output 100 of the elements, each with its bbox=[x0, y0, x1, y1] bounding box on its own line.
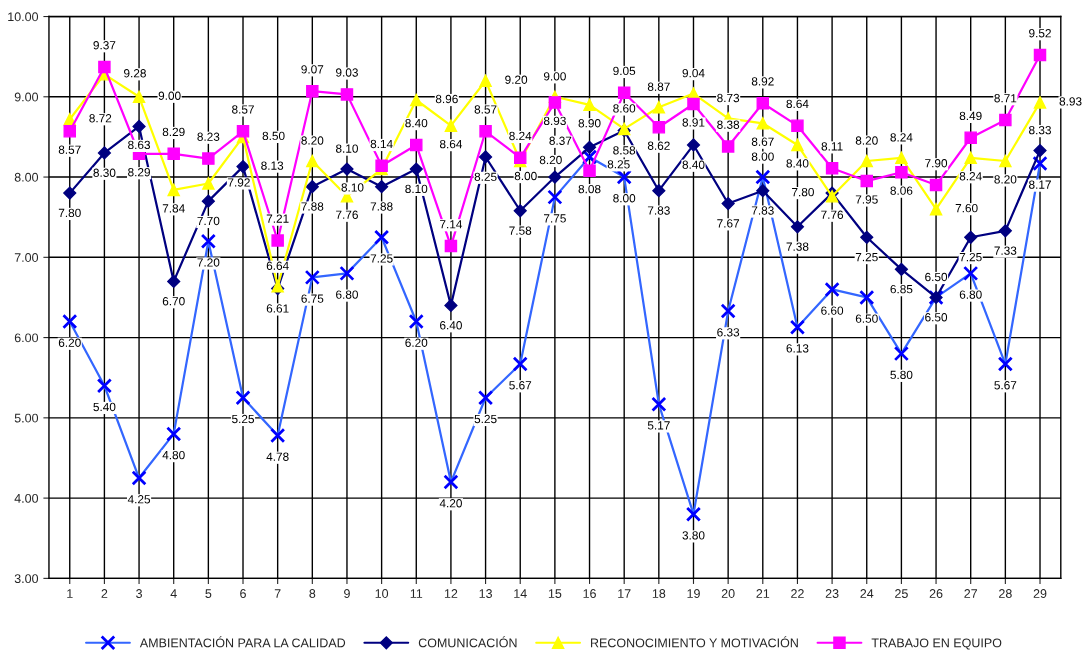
data-label: 7.33 bbox=[994, 246, 1017, 255]
data-label: 8.71 bbox=[994, 94, 1017, 103]
data-label: 8.60 bbox=[613, 104, 636, 113]
data-label: 5.25 bbox=[232, 414, 255, 424]
data-label: 8.20 bbox=[855, 136, 878, 145]
y-tick-label: 4.00 bbox=[14, 493, 39, 503]
data-label: 8.73 bbox=[717, 93, 740, 103]
data-label: 8.37 bbox=[549, 136, 572, 145]
data-label: 8.93 bbox=[543, 116, 566, 126]
data-label: 8.20 bbox=[539, 155, 562, 165]
data-label: 5.40 bbox=[93, 402, 116, 412]
x-tick-label: 21 bbox=[756, 589, 770, 598]
data-label: 8.06 bbox=[890, 186, 913, 195]
x-tick-label: 6 bbox=[240, 589, 246, 598]
x-tick-label: 2 bbox=[101, 589, 108, 598]
data-label: 5.80 bbox=[890, 370, 913, 380]
data-label: 6.85 bbox=[890, 285, 913, 294]
data-label: 8.57 bbox=[232, 105, 254, 114]
data-label: 8.14 bbox=[370, 139, 393, 149]
y-tick-label: 5.00 bbox=[14, 413, 39, 423]
data-label: 8.93 bbox=[1059, 97, 1082, 106]
data-label: 8.50 bbox=[262, 131, 285, 141]
y-tick-label: 8.00 bbox=[14, 172, 39, 182]
data-label: 7.76 bbox=[821, 210, 844, 219]
data-label: 8.17 bbox=[1029, 180, 1051, 189]
x-tick-label: 16 bbox=[583, 589, 596, 598]
data-label: 8.57 bbox=[474, 105, 497, 114]
data-label: 8.13 bbox=[261, 161, 284, 170]
x-tick-label: 9 bbox=[344, 589, 350, 598]
data-label: 7.25 bbox=[370, 254, 393, 263]
data-label: 9.37 bbox=[93, 41, 116, 50]
x-tick-label: 29 bbox=[1033, 589, 1047, 598]
y-tick-label: 6.00 bbox=[14, 333, 39, 343]
data-label: 7.88 bbox=[301, 202, 324, 211]
x-tick-label: 27 bbox=[964, 589, 978, 598]
data-label: 8.64 bbox=[439, 139, 463, 149]
data-label: 8.40 bbox=[682, 160, 705, 169]
data-label: 9.07 bbox=[301, 65, 324, 74]
data-label: 6.20 bbox=[405, 338, 428, 347]
data-label: 8.23 bbox=[197, 132, 220, 141]
x-tick-label: 14 bbox=[514, 589, 527, 598]
data-label: 8.29 bbox=[162, 127, 185, 137]
data-label: 8.11 bbox=[821, 142, 843, 151]
data-label: 8.25 bbox=[474, 172, 497, 181]
data-label: 7.76 bbox=[336, 210, 358, 219]
data-label: 8.58 bbox=[613, 146, 636, 155]
data-label: 9.05 bbox=[613, 66, 636, 76]
data-label: 6.61 bbox=[266, 304, 289, 313]
data-label: 8.38 bbox=[717, 120, 740, 129]
data-label: 5.17 bbox=[647, 421, 670, 430]
data-label: 7.80 bbox=[792, 187, 814, 197]
data-label: 8.20 bbox=[994, 175, 1017, 184]
data-label: 8.72 bbox=[89, 114, 112, 123]
data-label: 7.60 bbox=[955, 203, 978, 213]
data-label: 9.52 bbox=[1029, 29, 1051, 38]
data-label: 9.28 bbox=[124, 69, 146, 78]
x-tick-label: 26 bbox=[929, 589, 943, 598]
data-label: 8.96 bbox=[435, 94, 458, 104]
x-tick-label: 17 bbox=[618, 589, 631, 598]
x-tick-label: 1 bbox=[67, 589, 73, 598]
data-label: 8.00 bbox=[613, 194, 636, 203]
data-label: 8.20 bbox=[301, 136, 324, 145]
data-label: 8.40 bbox=[786, 159, 809, 168]
data-label: 8.87 bbox=[647, 82, 670, 91]
legend-label: TRABAJO EN EQUIPO bbox=[871, 638, 1002, 650]
data-label: 9.03 bbox=[336, 68, 358, 77]
data-label: 9.00 bbox=[158, 91, 181, 100]
data-label: 7.25 bbox=[855, 252, 878, 262]
data-label: 7.92 bbox=[228, 178, 250, 187]
data-label: 7.75 bbox=[544, 214, 566, 223]
data-label: 8.64 bbox=[786, 99, 809, 109]
data-label: 7.95 bbox=[855, 195, 878, 204]
data-label: 7.14 bbox=[440, 220, 463, 229]
x-tick-label: 18 bbox=[652, 589, 666, 598]
data-label: 6.20 bbox=[58, 338, 81, 347]
data-label: 8.30 bbox=[93, 168, 116, 177]
legend-label: AMBIENTACIÓN PARA LA CALIDAD bbox=[139, 636, 346, 648]
x-tick-label: 24 bbox=[860, 589, 874, 598]
data-label: 7.84 bbox=[162, 204, 185, 213]
data-label: 6.70 bbox=[162, 297, 185, 306]
legend-label: RECONOCIMIENTO Y MOTIVACIÓN bbox=[591, 636, 798, 648]
data-label: 7.21 bbox=[266, 214, 289, 223]
data-label: 9.20 bbox=[505, 75, 528, 84]
y-tick-label: 7.00 bbox=[14, 253, 39, 262]
data-label: 6.50 bbox=[925, 313, 948, 322]
data-label: 6.60 bbox=[821, 306, 844, 315]
x-tick-label: 11 bbox=[410, 589, 423, 598]
data-label: 7.83 bbox=[751, 206, 774, 215]
y-tick-label: 9.00 bbox=[14, 92, 39, 102]
x-tick-label: 8 bbox=[309, 589, 316, 598]
data-label: 6.80 bbox=[959, 290, 982, 299]
x-tick-label: 7 bbox=[274, 589, 281, 598]
x-tick-label: 13 bbox=[479, 589, 492, 598]
data-label: 4.25 bbox=[127, 495, 151, 504]
data-label: 5.67 bbox=[994, 381, 1017, 390]
data-label: 8.49 bbox=[959, 111, 982, 121]
data-label: 6.75 bbox=[301, 294, 324, 303]
x-tick-label: 19 bbox=[687, 589, 700, 598]
data-label: 8.33 bbox=[1029, 125, 1051, 135]
data-label: 8.10 bbox=[405, 184, 428, 194]
